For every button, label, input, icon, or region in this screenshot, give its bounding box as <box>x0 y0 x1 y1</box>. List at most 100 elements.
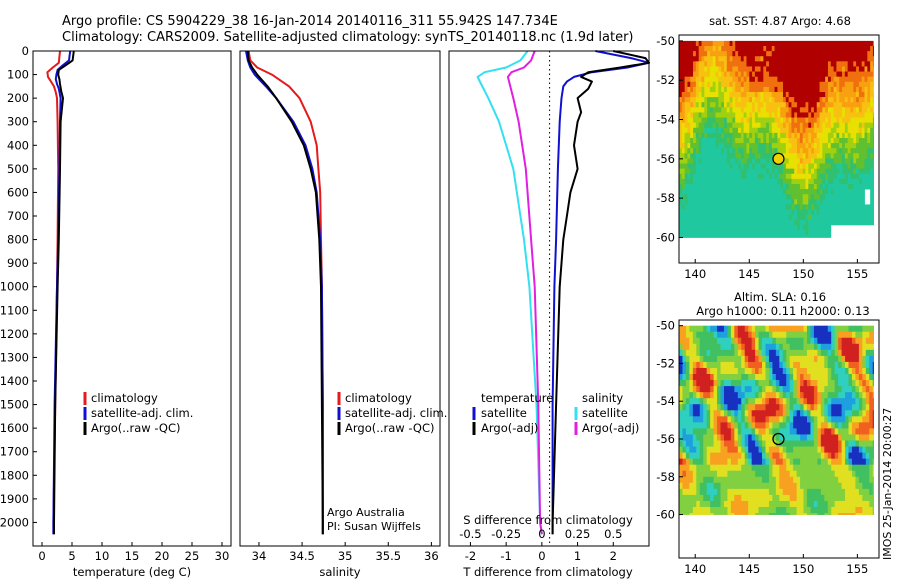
map-cell <box>723 500 728 508</box>
map-cell <box>825 81 829 88</box>
map-cell <box>794 219 798 226</box>
map-cell <box>730 507 735 514</box>
map-cell <box>749 158 753 164</box>
map-cell <box>695 40 700 47</box>
map-cell <box>827 122 832 129</box>
map-cell <box>786 361 791 369</box>
map-cell <box>853 46 857 52</box>
map-cell <box>789 464 794 472</box>
map-cell <box>715 153 719 159</box>
map-cell <box>775 476 780 484</box>
map-cell <box>819 127 823 134</box>
map-cell <box>834 500 839 508</box>
map-cell <box>685 488 690 496</box>
map-cell <box>803 513 808 515</box>
map-cell <box>858 204 863 210</box>
map-cell <box>721 107 725 113</box>
map-cell <box>799 163 804 170</box>
map-cell <box>872 361 874 369</box>
map-cell <box>800 416 804 423</box>
map-cell <box>763 117 767 124</box>
map-cell <box>858 513 863 515</box>
map-cell <box>779 434 784 441</box>
map-cell <box>760 224 764 231</box>
map-cell <box>685 349 690 357</box>
map-cell <box>830 56 834 62</box>
map-cell <box>796 476 801 484</box>
map-cell <box>763 127 767 134</box>
map-cell <box>805 97 809 103</box>
map-cell <box>752 229 756 236</box>
map-cell <box>732 61 736 67</box>
map-cell <box>799 224 804 231</box>
map-cell <box>712 127 716 134</box>
map-cell <box>786 398 791 405</box>
depth-tick-label: 1100 <box>0 303 29 317</box>
map-cell <box>709 158 714 164</box>
map-cell <box>738 112 742 118</box>
map-cell <box>869 325 874 333</box>
map-cell <box>727 458 732 466</box>
map-cell <box>853 189 857 195</box>
map-cell <box>709 153 714 159</box>
map-cell <box>723 458 728 466</box>
map-cell <box>845 410 849 417</box>
map-cell <box>858 434 863 441</box>
map-cell <box>693 194 697 200</box>
map-cell <box>856 143 860 149</box>
map-cell <box>703 458 708 466</box>
map-cell <box>682 422 687 429</box>
map-cell <box>746 76 750 83</box>
map-cell <box>847 40 851 47</box>
map-cell <box>853 178 857 185</box>
map-cell <box>729 71 733 78</box>
map-cell <box>865 337 870 345</box>
map-cell <box>791 214 795 221</box>
map-cell <box>783 112 787 118</box>
map-cell <box>803 331 808 339</box>
map-cell <box>703 386 708 393</box>
map-cell <box>698 102 702 108</box>
map-cell <box>771 173 775 180</box>
map-cell <box>872 422 874 429</box>
map-cell <box>726 178 730 185</box>
map-cell <box>744 367 749 375</box>
map-cell <box>751 410 756 417</box>
map-cell <box>684 163 688 170</box>
map-cell <box>685 325 690 333</box>
map-cell <box>723 56 728 62</box>
map-cell <box>833 92 837 98</box>
map-cell <box>813 173 818 180</box>
map-cell <box>872 428 874 435</box>
map-cell <box>732 132 736 139</box>
map-cell <box>681 102 686 108</box>
map-cell <box>786 446 791 453</box>
map-cell <box>766 71 770 78</box>
map-cell <box>845 361 849 369</box>
map-cell <box>833 209 837 216</box>
map-cell <box>775 325 780 333</box>
map-cell <box>737 374 742 381</box>
map-cell <box>844 214 849 221</box>
map-cell <box>751 331 756 339</box>
map-cell <box>858 158 863 164</box>
map-cell <box>779 482 784 490</box>
map-cell <box>740 117 745 124</box>
map-cell <box>872 199 874 205</box>
map-cell <box>696 440 701 447</box>
map-cell <box>799 229 804 236</box>
map-cell <box>762 337 766 345</box>
map-cell <box>717 470 721 478</box>
map-cell <box>855 507 860 514</box>
map-cell <box>845 392 849 399</box>
map-cell <box>775 482 780 490</box>
map-cell <box>775 416 780 423</box>
map-cell <box>862 422 867 429</box>
map-cell <box>816 183 820 190</box>
map-cell <box>760 56 764 62</box>
map-cell <box>718 204 722 210</box>
map-cell <box>696 343 701 351</box>
map-cell <box>768 325 773 333</box>
map-cell <box>820 355 825 363</box>
